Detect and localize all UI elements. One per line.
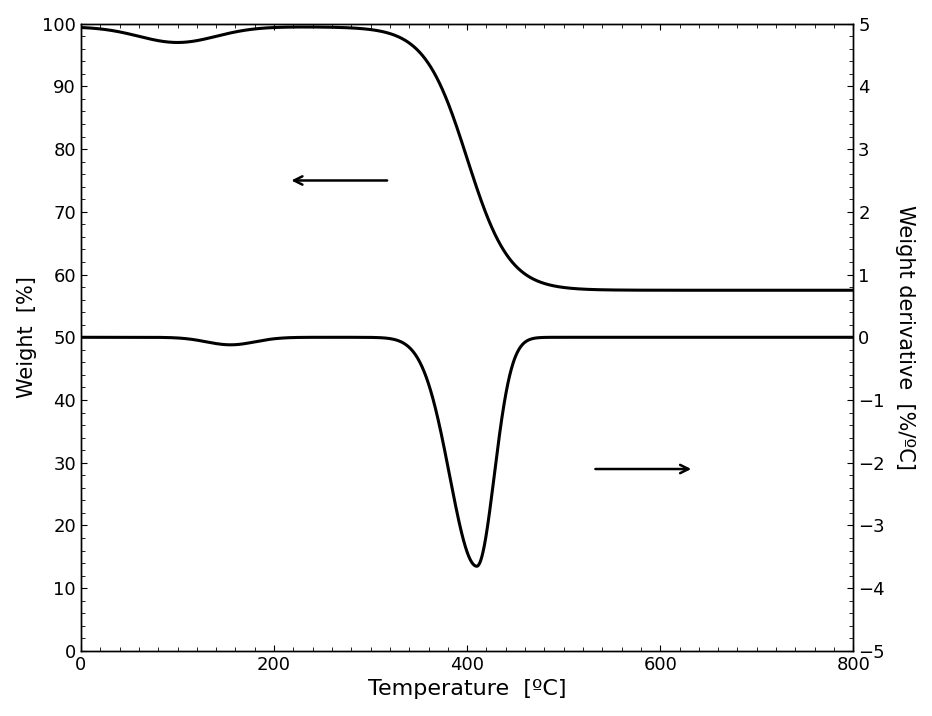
X-axis label: Temperature  [ºC]: Temperature [ºC] bbox=[368, 679, 567, 700]
Y-axis label: Weight  [%]: Weight [%] bbox=[17, 276, 36, 398]
Y-axis label: Weight derivative  [%/ºC]: Weight derivative [%/ºC] bbox=[896, 205, 915, 470]
